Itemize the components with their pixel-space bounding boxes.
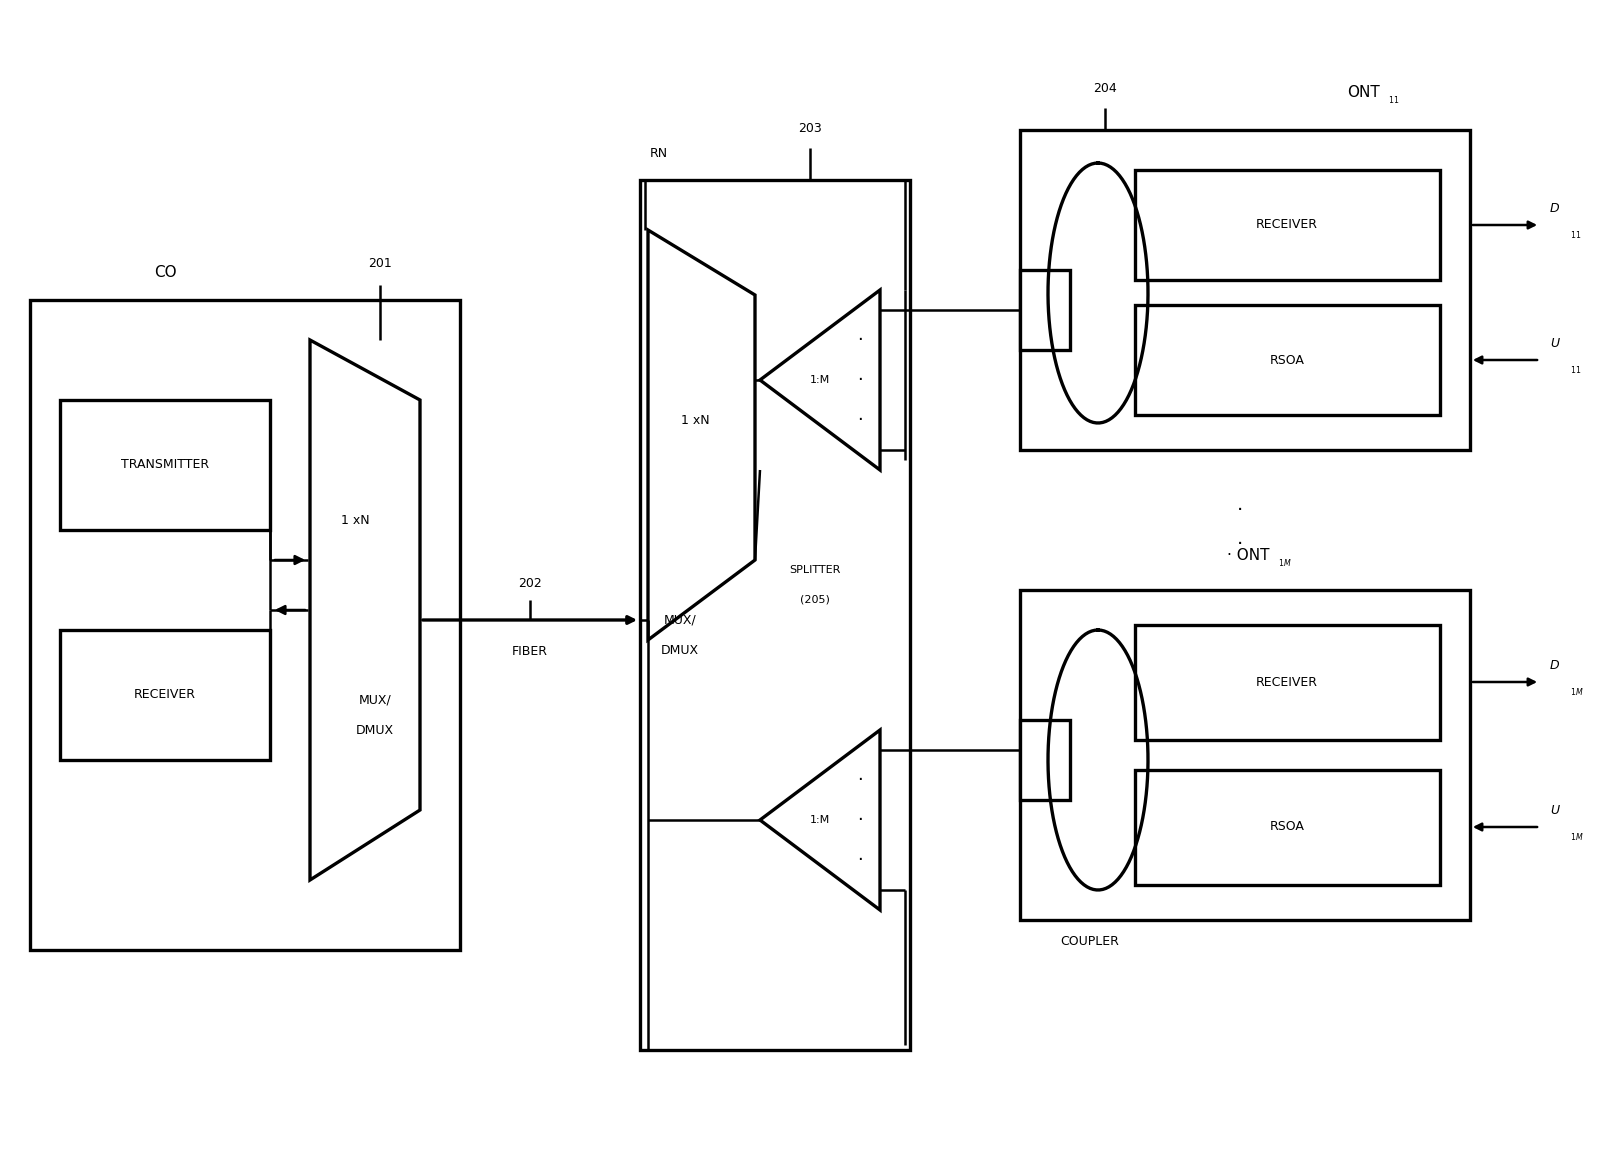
- Text: (205): (205): [800, 595, 829, 605]
- Text: · ONT: · ONT: [1227, 548, 1269, 563]
- Text: U: U: [1548, 338, 1558, 350]
- Text: RECEIVER: RECEIVER: [1255, 218, 1318, 232]
- Text: ·: ·: [857, 372, 862, 389]
- Text: ONT: ONT: [1347, 86, 1380, 100]
- Text: ·: ·: [857, 851, 862, 868]
- Text: RSOA: RSOA: [1269, 354, 1303, 367]
- Text: RECEIVER: RECEIVER: [135, 688, 196, 702]
- Bar: [639, 180, 909, 1050]
- Bar: [60, 631, 269, 759]
- Text: SPLITTER: SPLITTER: [789, 565, 841, 575]
- Text: 1 xN: 1 xN: [341, 513, 368, 526]
- Text: 1:M: 1:M: [810, 815, 829, 825]
- Text: CO: CO: [154, 265, 177, 280]
- Text: RN: RN: [649, 146, 667, 161]
- Bar: [1134, 305, 1440, 415]
- Text: ·: ·: [857, 811, 862, 829]
- Text: $_{1M}$: $_{1M}$: [1569, 687, 1582, 700]
- Text: DMUX: DMUX: [661, 643, 698, 656]
- Text: 201: 201: [368, 257, 391, 270]
- Text: $_{11}$: $_{11}$: [1569, 364, 1581, 377]
- Text: ·: ·: [1237, 500, 1242, 519]
- Text: U: U: [1548, 804, 1558, 817]
- Text: 1 xN: 1 xN: [680, 414, 709, 427]
- Text: MUX/: MUX/: [359, 694, 391, 707]
- Bar: [1019, 720, 1070, 800]
- Text: RSOA: RSOA: [1269, 820, 1303, 833]
- Bar: [1134, 770, 1440, 885]
- Bar: [1134, 170, 1440, 280]
- Bar: [1019, 590, 1469, 920]
- Text: $_{1M}$: $_{1M}$: [1277, 558, 1290, 570]
- Text: MUX/: MUX/: [664, 613, 696, 627]
- Polygon shape: [310, 340, 420, 880]
- Text: TRANSMITTER: TRANSMITTER: [120, 458, 209, 471]
- Text: D: D: [1548, 202, 1558, 214]
- Text: D: D: [1548, 659, 1558, 672]
- Polygon shape: [648, 230, 755, 640]
- Text: $_{1M}$: $_{1M}$: [1569, 832, 1582, 844]
- Text: 203: 203: [797, 122, 821, 135]
- Text: $_{11}$: $_{11}$: [1388, 95, 1399, 107]
- Polygon shape: [760, 289, 880, 470]
- Text: ·: ·: [1237, 536, 1242, 554]
- Text: 1:M: 1:M: [810, 375, 829, 384]
- Text: $_{11}$: $_{11}$: [1569, 230, 1581, 243]
- Text: ·: ·: [857, 771, 862, 789]
- Bar: [29, 300, 459, 950]
- Bar: [60, 400, 269, 530]
- Bar: [1019, 130, 1469, 450]
- Text: FIBER: FIBER: [511, 645, 547, 657]
- Text: DMUX: DMUX: [355, 723, 394, 736]
- Bar: [1019, 270, 1070, 350]
- Text: COUPLER: COUPLER: [1060, 935, 1118, 948]
- Text: 204: 204: [1092, 82, 1117, 95]
- Text: 202: 202: [518, 577, 542, 590]
- Text: ·: ·: [857, 331, 862, 349]
- Text: RECEIVER: RECEIVER: [1255, 675, 1318, 688]
- Text: ·: ·: [857, 411, 862, 429]
- Polygon shape: [760, 730, 880, 909]
- Bar: [1134, 625, 1440, 740]
